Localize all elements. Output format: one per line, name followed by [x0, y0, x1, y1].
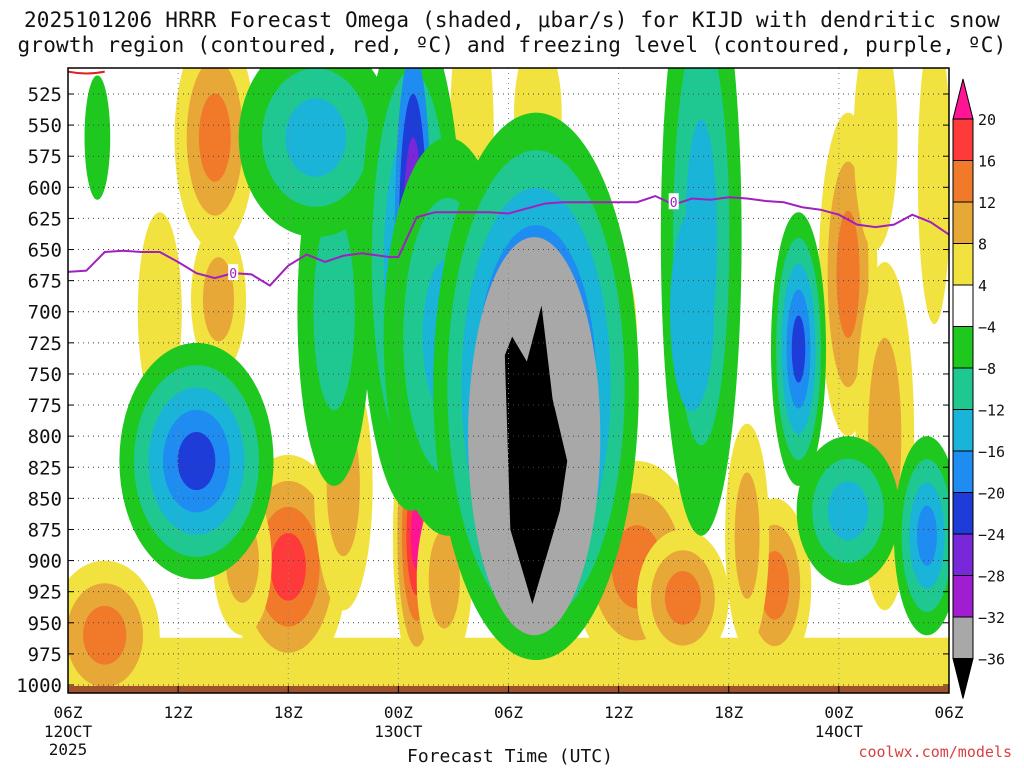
omega-contour — [836, 210, 860, 339]
y-tick-label: 525 — [28, 84, 62, 106]
y-tick-label: 950 — [28, 613, 62, 635]
omega-contour — [177, 432, 216, 491]
colorbar-label: −12 — [978, 402, 1005, 420]
x-date-label: 13OCT — [374, 722, 423, 741]
colorbar-label: −36 — [978, 651, 1005, 669]
x-tick-label: 18Z — [274, 703, 303, 722]
y-tick-label: 900 — [28, 551, 62, 573]
colorbar-bin — [952, 160, 974, 203]
colorbar-label: 8 — [978, 236, 987, 254]
y-tick-label: 825 — [28, 457, 62, 479]
y-tick-label: 875 — [28, 519, 62, 541]
chart-title-line1: 2025101206 HRRR Forecast Omega (shaded, … — [23, 8, 1001, 32]
omega-contour — [285, 98, 347, 177]
axes: 525 550 575 600 625 650 675 700 725 750 775 800 825 8… — [16, 67, 964, 759]
colorbar-bin — [952, 284, 974, 327]
omega-contour — [664, 570, 701, 625]
freezing-label-bg — [228, 264, 239, 281]
colorbar-bin — [952, 450, 974, 493]
x-date-label: 14OCT — [815, 722, 864, 741]
omega-contour — [827, 481, 869, 541]
omega-contour — [428, 530, 460, 629]
x-tick-label: 00Z — [384, 703, 413, 722]
colorbar-label: −8 — [978, 360, 996, 378]
x-tick-label: 06Z — [54, 703, 83, 722]
omega-contour — [83, 605, 127, 665]
colorbar-bin — [952, 616, 974, 659]
x-tick-label: 06Z — [935, 703, 964, 722]
x-axis-title: Forecast Time (UTC) — [407, 746, 613, 767]
x-tick-label: 18Z — [714, 703, 743, 722]
y-tick-label: 700 — [28, 302, 62, 324]
x-tick-label: 12Z — [164, 703, 193, 722]
y-tick-label: 1000 — [16, 675, 62, 697]
colorbar-label: −24 — [978, 526, 1005, 544]
colorbar-label: −28 — [978, 568, 1005, 586]
colorbar-label: −16 — [978, 443, 1005, 461]
gridlines — [67, 68, 950, 693]
colorbar-bin — [952, 533, 974, 576]
colorbar-bin — [952, 118, 974, 161]
colorbar-bin — [952, 243, 974, 286]
y-tick-label: 975 — [28, 644, 62, 666]
colorbar-label: 20 — [978, 111, 996, 129]
x-tick-label: 12Z — [604, 703, 633, 722]
dendritic-growth-contour — [68, 70, 105, 75]
omega-contour — [270, 532, 307, 601]
colorbar-label: 12 — [978, 194, 996, 212]
colorbar-label: 4 — [978, 277, 987, 295]
omega-contour — [198, 93, 231, 182]
freezing-level-label: 0 — [229, 267, 237, 282]
y-tick-label: 600 — [28, 177, 62, 199]
colorbar-label: −20 — [978, 485, 1005, 503]
omega-contour — [734, 472, 760, 599]
colorbar-bin — [952, 201, 974, 244]
credit-link[interactable]: coolwx.com/models — [858, 743, 1012, 761]
colorbar-bin — [952, 409, 974, 452]
y-tick-label: 775 — [28, 395, 62, 417]
freezing-level-line — [68, 194, 949, 287]
colorbar-label: 16 — [978, 153, 996, 171]
omega-contour — [853, 68, 898, 250]
freezing-label-bg — [668, 193, 679, 210]
y-tick-label: 750 — [28, 364, 62, 386]
y-tick-label: 650 — [28, 240, 62, 262]
y-tick-label: 925 — [28, 582, 62, 604]
colorbar-bin — [952, 367, 974, 410]
omega-contour — [916, 505, 937, 566]
y-tick-label: 725 — [28, 333, 62, 355]
colorbar-arrow-bottom — [952, 658, 974, 699]
omega-contour — [84, 75, 111, 200]
colorbar: 20 16 12 8 4 −4 −8 −12 −16 −20 −24 −28 −32 −36 — [952, 78, 1005, 699]
colorbar-arrow-top — [952, 78, 974, 120]
omega-contour — [791, 315, 806, 383]
y-tick-label: 850 — [28, 488, 62, 510]
colorbar-label: −4 — [978, 319, 996, 337]
omega-contour — [202, 257, 235, 342]
freezing-level-label: 0 — [670, 196, 678, 211]
colorbar-bin — [952, 575, 974, 618]
colorbar-label: −32 — [978, 609, 1005, 627]
omega-contour — [670, 212, 715, 412]
colorbar-bin — [952, 326, 974, 369]
y-tick-label: 625 — [28, 208, 62, 230]
y-tick-label: 550 — [28, 115, 62, 137]
x-tick-label: 06Z — [494, 703, 523, 722]
x-date-label: 12OCT — [44, 722, 93, 741]
y-tick-label: 675 — [28, 271, 62, 293]
y-tick-label: 800 — [28, 426, 62, 448]
x-year-label: 2025 — [49, 740, 88, 759]
omega-contour — [917, 68, 949, 325]
omega-contour — [504, 305, 568, 605]
y-tick-label: 575 — [28, 146, 62, 168]
x-tick-label: 00Z — [824, 703, 853, 722]
omega-shading — [68, 68, 949, 693]
freezing-level-contour: 00 — [68, 193, 949, 287]
colorbar-bin — [952, 492, 974, 535]
chart-title-line2: growth region (contoured, red, ºC) and f… — [17, 33, 1007, 57]
